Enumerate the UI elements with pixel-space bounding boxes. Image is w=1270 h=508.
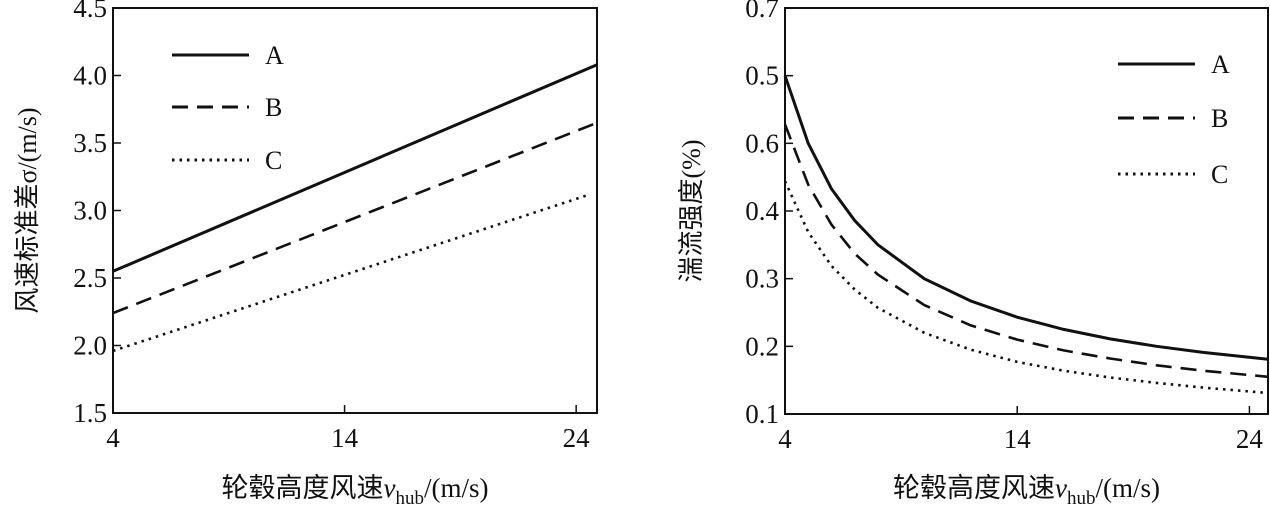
x-tick-label: 4 bbox=[106, 423, 120, 453]
y-tick-label: 0.1 bbox=[745, 399, 779, 429]
plot-frame bbox=[112, 7, 598, 414]
chart-panel-2: 0.7 0.5 0.6 0.4 0.3 0.2 0.14 14 24 湍流强度(%) 轮毂高度风速v… bbox=[677, 0, 1269, 508]
x-axis-label-var: v bbox=[384, 473, 396, 503]
y-tick-label: 2.5 bbox=[73, 263, 107, 293]
legend-label-B: B bbox=[1211, 104, 1228, 133]
y-axis-label: 风速标准差σ/(m/s) bbox=[13, 107, 42, 313]
x-axis-label-main: 轮毂高度风速 bbox=[222, 473, 384, 503]
plot-frame bbox=[784, 7, 1269, 415]
y-tick-label: 2.0 bbox=[73, 331, 107, 361]
x-axis-label-sub: hub bbox=[395, 488, 424, 508]
legend-label-A: A bbox=[1211, 50, 1230, 79]
y-tick-label: 4.5 bbox=[73, 0, 107, 23]
y-tick-label: 1.5 bbox=[73, 398, 107, 428]
series-line-C bbox=[112, 193, 591, 353]
x-axis-label-sub: hub bbox=[1067, 488, 1096, 508]
legend-label-B: B bbox=[265, 93, 282, 122]
y-tick-label: 0.4 bbox=[745, 196, 779, 226]
y-tick-label: 0.5 bbox=[745, 61, 779, 91]
y-tick-label: 0.3 bbox=[745, 264, 779, 294]
series-line-A bbox=[783, 75, 1269, 361]
y-tick-label: 3.5 bbox=[73, 128, 107, 158]
y-tick-label: 3.0 bbox=[73, 196, 107, 226]
y-axis-label: 湍流强度(%) bbox=[677, 140, 706, 283]
y-tick-label: 0.2 bbox=[745, 331, 779, 361]
x-tick-label: 14 bbox=[1004, 424, 1032, 454]
x-axis-label-unit: /(m/s) bbox=[424, 473, 489, 503]
series-line-B bbox=[112, 121, 598, 315]
x-tick-label: 24 bbox=[563, 423, 591, 453]
series-line-C bbox=[783, 180, 1269, 395]
chart-panel-1: 4.5 4.0 3.5 3.0 2.5 2.0 1.54 14 24 风速标准差σ/(m/s) 轮毂… bbox=[13, 0, 598, 508]
x-tick-label: 24 bbox=[1236, 424, 1264, 454]
legend-label-A: A bbox=[265, 41, 284, 70]
x-tick-label: 14 bbox=[331, 423, 359, 453]
x-axis-label-unit: /(m/s) bbox=[1095, 473, 1160, 503]
x-axis-label-var: v bbox=[1055, 473, 1067, 503]
legend-label-C: C bbox=[265, 146, 282, 175]
y-tick-label: 0.7 bbox=[745, 0, 779, 23]
y-tick-label: 0.6 bbox=[745, 128, 779, 158]
x-tick-label: 4 bbox=[778, 424, 792, 454]
series-line-B bbox=[783, 123, 1269, 379]
legend-label-C: C bbox=[1211, 160, 1228, 189]
x-axis-label: 轮毂高度风速vhub/(m/s) bbox=[893, 473, 1160, 508]
x-axis-label-main: 轮毂高度风速 bbox=[893, 473, 1055, 503]
x-axis-label: 轮毂高度风速vhub/(m/s) bbox=[222, 473, 489, 508]
y-tick-label: 4.0 bbox=[73, 61, 107, 91]
series-line-A bbox=[112, 63, 598, 273]
